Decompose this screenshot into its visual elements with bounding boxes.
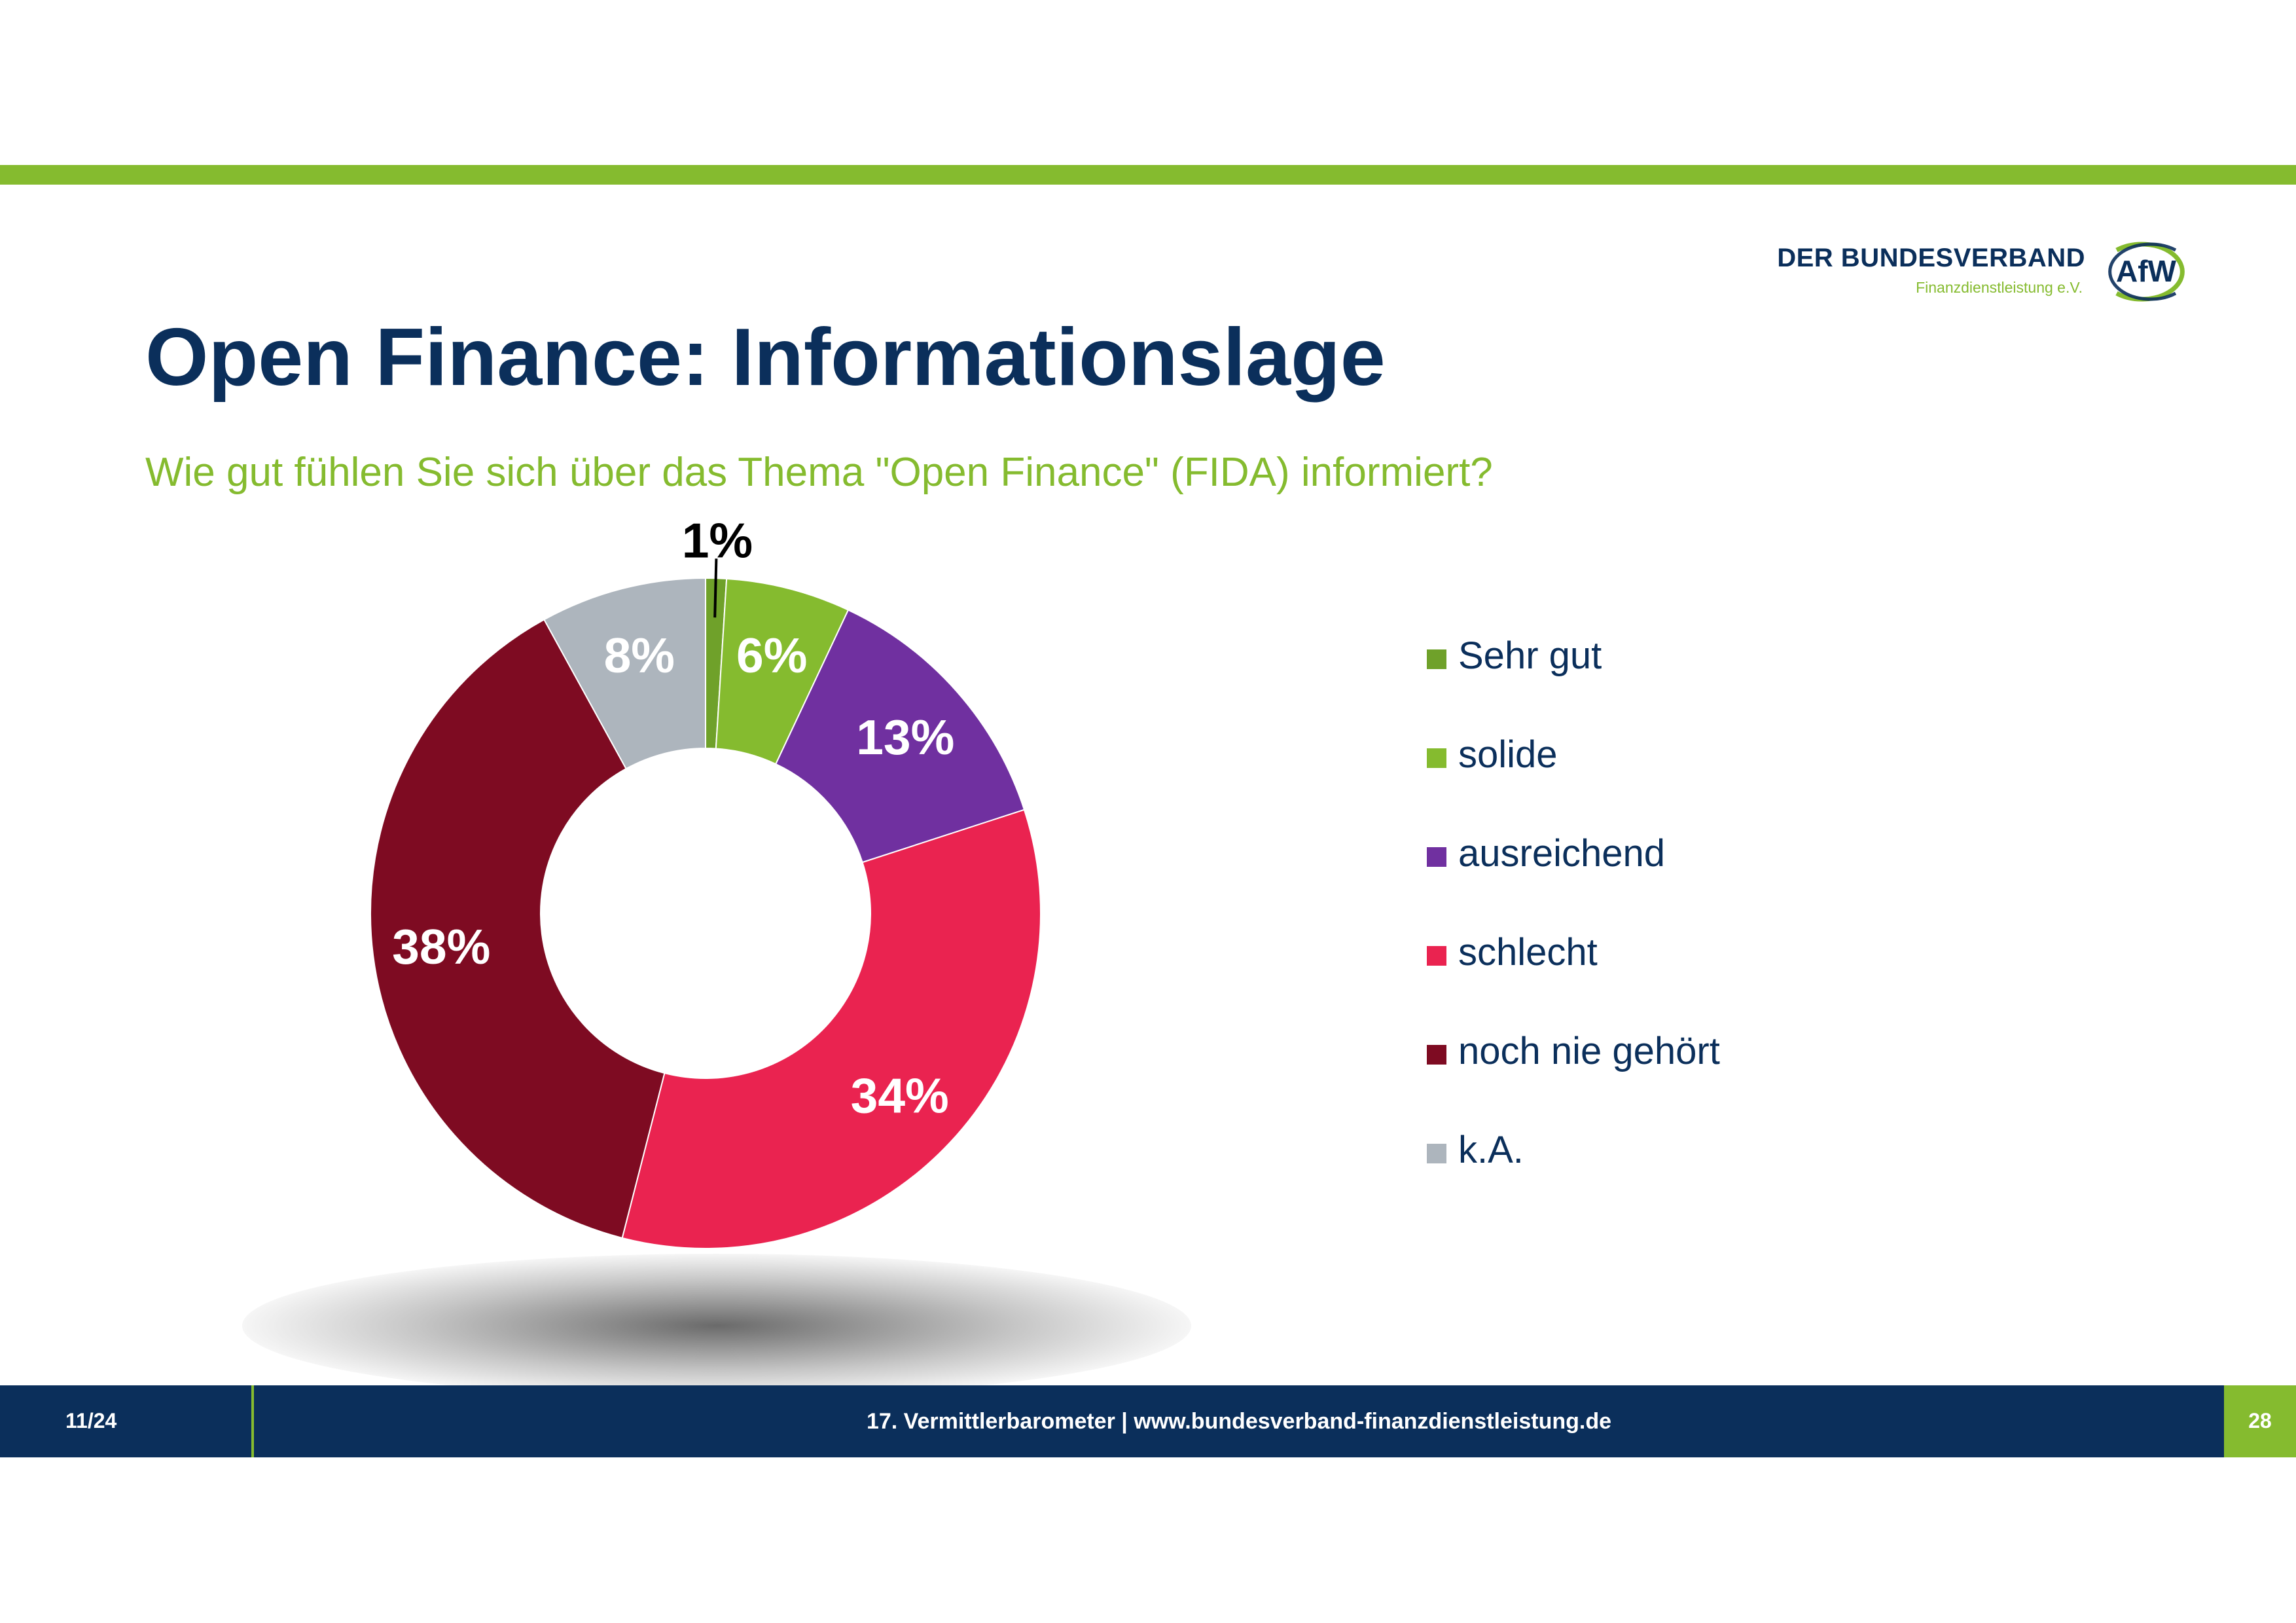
footer-left-panel: 11/24 [0,1385,254,1457]
chart-shadow [242,1254,1191,1398]
legend-swatch [1427,1045,1446,1065]
legend-label: solide [1458,733,1558,776]
logo-name: DER BUNDESVERBAND [1777,244,2085,272]
data-label-4: 38% [392,919,490,974]
slice-2 [774,609,1026,864]
data-label-0: 1% [682,513,753,568]
legend-swatch [1427,649,1446,669]
logo-subtitle: Finanzdienstleistung e.V. [1916,279,2083,296]
leader-line-0 [713,558,718,618]
legend-swatch [1427,748,1446,768]
donut-slices [370,577,1041,1249]
footer-page-fraction: 11/24 [65,1409,117,1432]
footer-source-text: 17. Vermittlerbarometer | www.bundesverb… [866,1409,1612,1434]
data-label-3: 34% [851,1068,949,1123]
afw-logo: DER BUNDESVERBAND Finanzdienstleistung e… [1777,236,2203,308]
legend-label: k.A. [1458,1129,1524,1171]
legend-label: ausreichend [1458,832,1665,875]
afw-emblem-icon: AfW [2108,242,2185,302]
footer-page-box: 28 [2224,1385,2296,1457]
data-label-5: 8% [604,628,675,683]
legend-label: Sehr gut [1458,634,1602,677]
question-subtitle: Wie gut fühlen Sie sich über das Thema "… [145,450,1493,495]
slice-3 [621,809,1041,1249]
legend-swatch [1427,847,1446,867]
footer-bar: 11/24 17. Vermittlerbarometer | www.bund… [0,1385,2296,1457]
legend-swatch [1427,946,1446,966]
data-label-1: 6% [736,628,807,683]
slice-5 [543,577,706,770]
logo-mark: AfW [2116,254,2177,288]
label-leaders [713,558,718,618]
legend-label: noch nie gehört [1458,1030,1720,1072]
slice-4 [370,618,666,1239]
footer-page-number: 28 [2248,1409,2272,1432]
legend-swatch [1427,1144,1446,1163]
top-accent-bar [0,165,2296,185]
legend-label: schlecht [1458,931,1598,974]
page-title: Open Finance: Informationslage [145,312,1386,403]
data-label-2: 13% [856,710,954,765]
data-labels: 1% 6% 13% 34% 38% 8% [392,513,954,1123]
